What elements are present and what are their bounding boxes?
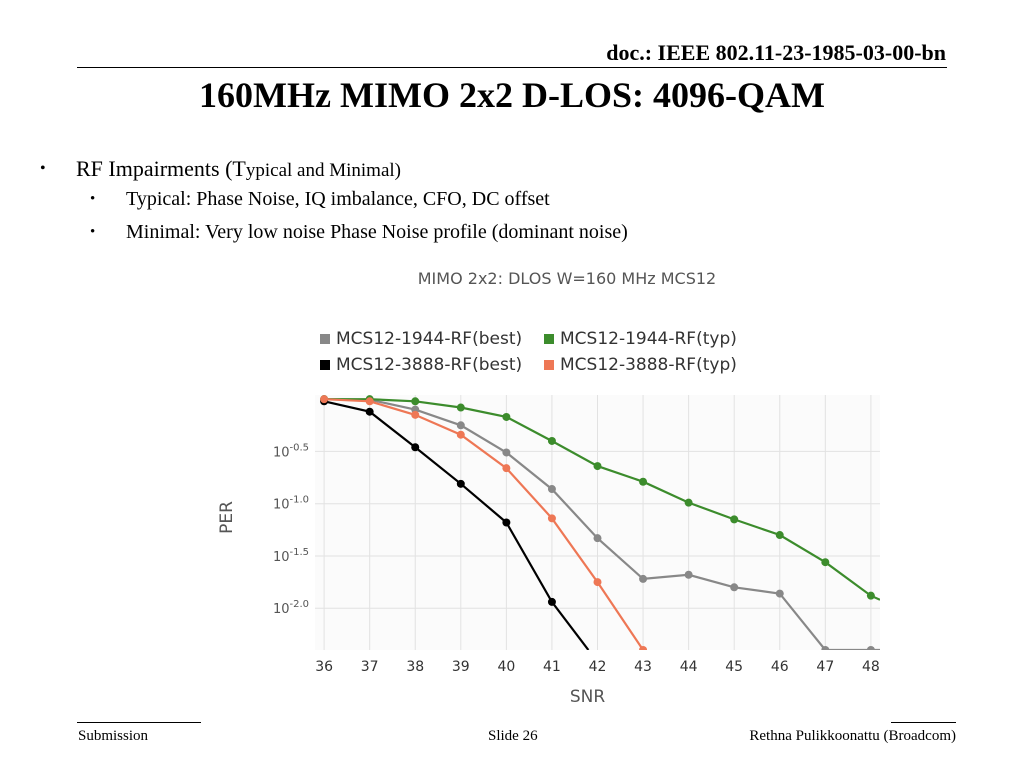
data-point: [411, 397, 420, 406]
legend-entry: MCS12-3888-RF(typ): [560, 355, 737, 375]
x-tick-label: 48: [862, 659, 880, 675]
legend-swatch: [320, 360, 330, 370]
series-group: [320, 395, 880, 601]
series-group: [320, 395, 648, 650]
x-tick-label: 38: [406, 659, 424, 675]
legend-entry: MCS12-1944-RF(typ): [560, 329, 737, 349]
bullet-dot: •: [90, 191, 96, 207]
data-point: [502, 464, 511, 473]
data-point: [821, 646, 830, 650]
x-tick-label: 45: [725, 659, 743, 675]
legend-swatch: [320, 334, 330, 344]
y-tick-label: 10-1.0: [273, 495, 309, 513]
x-axis-label: SNR: [570, 687, 606, 707]
data-point: [684, 498, 693, 507]
data-point: [456, 421, 465, 430]
data-point: [502, 518, 511, 527]
data-point: [866, 591, 875, 600]
bullet-text: RF Impairments (Typical and Minimal): [76, 156, 402, 181]
sub-bullet-text: Typical: Phase Noise, IQ imbalance, CFO,…: [126, 188, 550, 210]
data-point: [684, 570, 693, 579]
data-point: [821, 558, 830, 567]
data-point: [593, 534, 602, 543]
legend-swatch: [544, 334, 554, 344]
y-axis-label: PER: [217, 501, 237, 534]
x-tick-label: 41: [543, 659, 561, 675]
footer-submission: Submission: [78, 728, 149, 744]
legend-entry: MCS12-1944-RF(best): [336, 329, 522, 349]
data-point: [411, 443, 420, 452]
y-tick-label: 10-2.0: [273, 599, 309, 617]
footer-rule-left: [77, 722, 201, 723]
footer-slide-number: Slide 26: [488, 728, 538, 744]
x-tick-label: 39: [452, 659, 470, 675]
header-rule: [77, 67, 947, 68]
data-point: [866, 646, 875, 650]
sub-bullet-text: Minimal: Very low noise Phase Noise prof…: [126, 221, 628, 243]
series-line: [324, 398, 880, 650]
data-point: [502, 448, 511, 457]
data-point: [320, 395, 329, 404]
per-vs-snr-chart: MIMO 2x2: DLOS W=160 MHz MCS12 36 37 38 39 40…: [217, 269, 880, 707]
footer-rule-right: [891, 722, 956, 723]
x-tick-label: 43: [634, 659, 652, 675]
document-id: doc.: IEEE 802.11-23-1985-03-00-bn: [606, 40, 946, 65]
series-line: [324, 398, 645, 650]
data-point: [547, 597, 556, 606]
y-tick-label: 10-0.5: [273, 442, 309, 460]
chart-title: MIMO 2x2: DLOS W=160 MHz MCS12: [418, 269, 716, 288]
data-point: [775, 531, 784, 540]
data-point: [730, 583, 739, 592]
data-point: [547, 436, 556, 445]
legend-entry: MCS12-3888-RF(best): [336, 355, 522, 375]
data-point: [365, 407, 374, 416]
data-point: [593, 462, 602, 471]
y-tick-label: 10-1.5: [273, 547, 309, 565]
x-tick-label: 44: [680, 659, 698, 675]
slide-title: 160MHz MIMO 2x2 D-LOS: 4096-QAM: [199, 75, 825, 115]
x-tick-label: 36: [315, 659, 333, 675]
data-point: [730, 515, 739, 524]
legend-swatch: [544, 360, 554, 370]
series-group: [320, 397, 590, 650]
data-point: [639, 574, 648, 583]
data-point: [456, 430, 465, 439]
x-tick-label: 46: [771, 659, 789, 675]
data-point: [502, 412, 511, 421]
data-point: [456, 403, 465, 412]
data-point: [365, 397, 374, 406]
data-point: [411, 410, 420, 419]
x-tick-label: 47: [816, 659, 834, 675]
data-point: [547, 485, 556, 494]
series-line: [324, 398, 880, 601]
x-tick-label: 40: [497, 659, 515, 675]
data-point: [775, 589, 784, 598]
data-point: [639, 477, 648, 486]
data-point: [456, 479, 465, 488]
data-point: [593, 578, 602, 587]
x-tick-label: 42: [589, 659, 607, 675]
footer-author: Rethna Pulikkoonattu (Broadcom): [749, 728, 956, 744]
data-point: [547, 514, 556, 523]
data-point: [639, 646, 648, 650]
bullet-dot: •: [40, 160, 46, 177]
bullet-dot: •: [90, 224, 96, 240]
x-tick-label: 37: [361, 659, 379, 675]
